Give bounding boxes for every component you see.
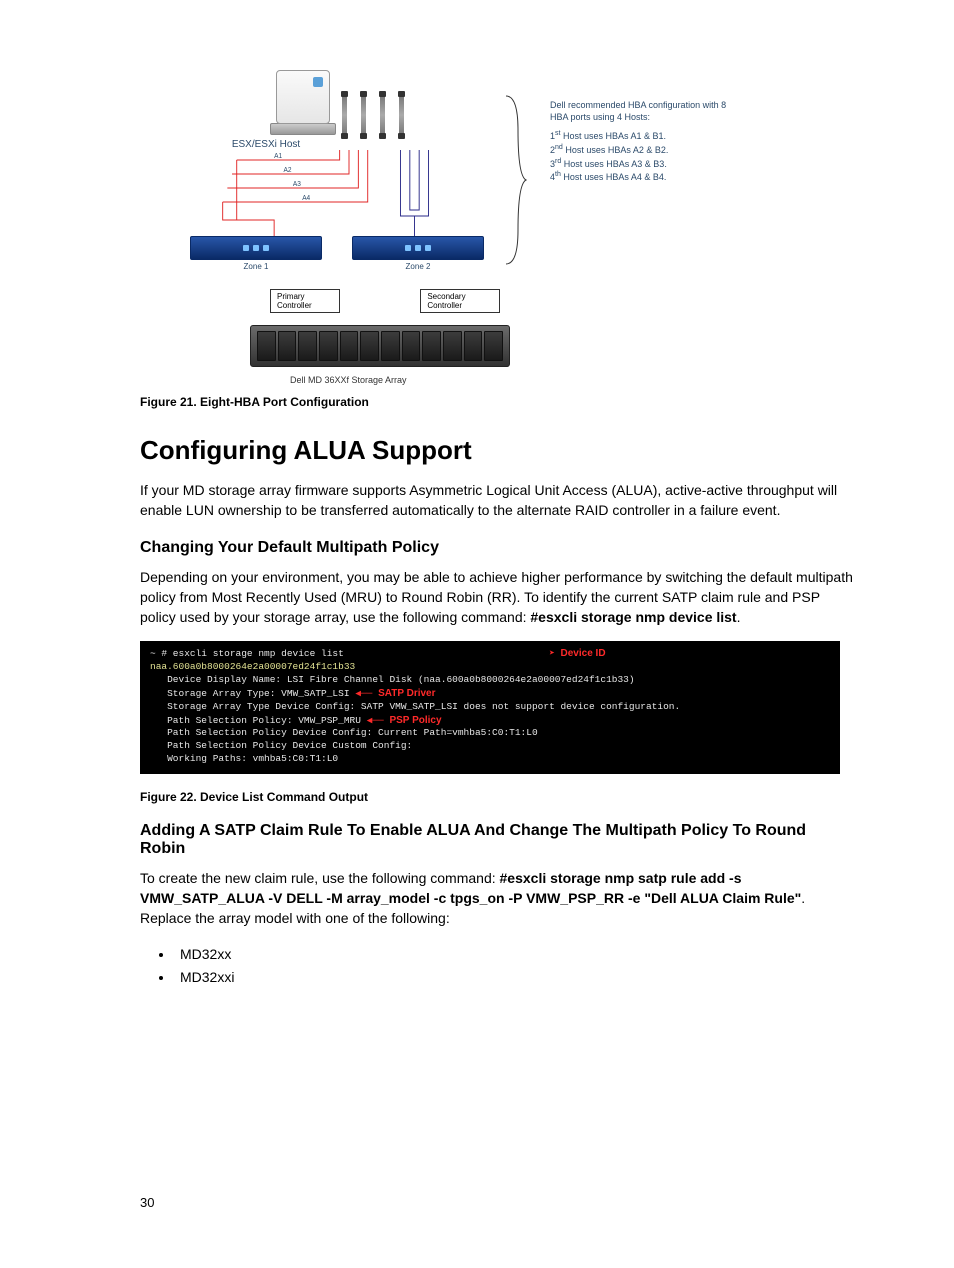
list-item: MD32xx (174, 943, 854, 967)
page-number: 30 (140, 1195, 154, 1210)
section-heading: Configuring ALUA Support (140, 435, 854, 466)
subsection-multipath-body: Depending on your environment, you may b… (140, 567, 854, 628)
figure-21-diagram: ESX/ESXi Host (190, 70, 854, 385)
svg-text:A1: A1 (274, 153, 282, 160)
section-intro: If your MD storage array firmware suppor… (140, 480, 854, 521)
figure-22-caption: Figure 22. Device List Command Output (140, 790, 854, 804)
brace-icon (500, 90, 530, 270)
subsection-satp-body: To create the new claim rule, use the fo… (140, 868, 854, 929)
switch-zone2 (352, 236, 484, 260)
terminal-output: ~ # esxcli storage nmp device list ➤ Dev… (140, 641, 840, 773)
hba-wiring: A1 A2 A3 A4 B1B2 B3B4 (218, 150, 480, 236)
storage-array-caption: Dell MD 36XXf Storage Array (290, 375, 500, 385)
list-item: MD32xxi (174, 966, 854, 990)
esx-host-label: ESX/ESXi Host (206, 139, 326, 150)
storage-array-icon (250, 325, 510, 367)
svg-text:A3: A3 (293, 181, 301, 188)
subsection-multipath-heading: Changing Your Default Multipath Policy (140, 539, 854, 557)
secondary-controller-label: Secondary Controller (420, 289, 500, 313)
zone1-label: Zone 1 (244, 262, 269, 271)
hba-ports (342, 95, 404, 135)
figure-21-caption: Figure 21. Eight-HBA Port Configuration (140, 395, 854, 409)
switch-zone1 (190, 236, 322, 260)
primary-controller-label: Primary Controller (270, 289, 340, 313)
svg-text:A2: A2 (284, 167, 292, 174)
zone2-label: Zone 2 (406, 262, 431, 271)
hba-recommendation-text: Dell recommended HBA configuration with … (550, 100, 740, 184)
esx-host-icon (270, 70, 336, 135)
subsection-satp-heading: Adding A SATP Claim Rule To Enable ALUA … (140, 822, 854, 858)
array-model-list: MD32xx MD32xxi (140, 943, 854, 991)
svg-text:A4: A4 (302, 195, 310, 202)
command-nmp-list: #esxcli storage nmp device list (530, 609, 736, 625)
